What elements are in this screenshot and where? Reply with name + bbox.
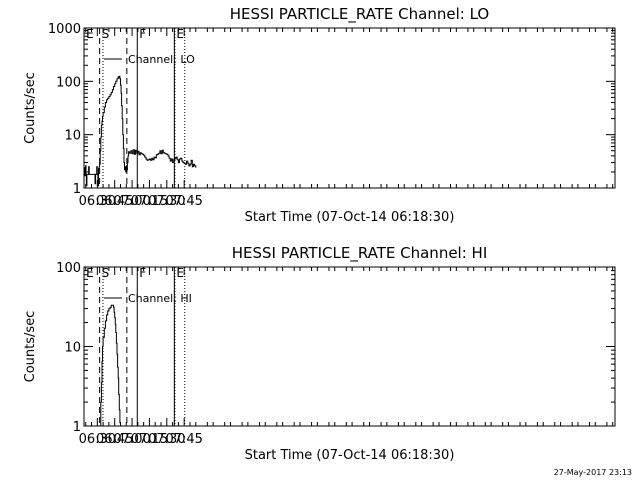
- p1-title: HESSI PARTICLE_RATE Channel: LO: [230, 5, 489, 24]
- p1-x-tick-label: 07:30: [148, 194, 185, 209]
- p1-y-axis-label: Counts/sec: [23, 72, 38, 144]
- p1-y-tick-label: 1: [73, 182, 81, 197]
- p2-x-tick-label: 06:45: [96, 432, 133, 447]
- p1-x-tick-label: 07:45: [165, 194, 202, 209]
- p1-marker-f: F: [139, 27, 146, 41]
- p2-y-tick-label: 100: [56, 261, 81, 276]
- p2-legend-label: Channel: HI: [128, 292, 192, 305]
- p2-x-tick-label: 07:15: [131, 432, 168, 447]
- p2-marker-e: E: [86, 266, 94, 280]
- p2-marker-f: F: [139, 266, 146, 280]
- footer-timestamp: 27-May-2017 23:13: [553, 468, 632, 477]
- p1-legend-label: Channel: LO: [128, 53, 195, 66]
- p2-y-tick-label: 1: [73, 420, 81, 435]
- p1-marker-e: E: [176, 27, 184, 41]
- p1-x-tick-label: 06:45: [96, 194, 133, 209]
- p2-x-axis-label: Start Time (07-Oct-14 06:18:30): [245, 448, 455, 463]
- p2-x-tick-label: 07:00: [113, 432, 150, 447]
- p1-y-tick-label: 1000: [48, 22, 81, 37]
- p2-y-axis-label: Counts/sec: [23, 311, 38, 383]
- p1-marker-e: E: [86, 27, 94, 41]
- p1-y-tick-label: 100: [56, 75, 81, 90]
- p2-series-line-1: [100, 304, 121, 426]
- p2-x-tick-label: 07:45: [165, 432, 202, 447]
- p1-series-line-1: [84, 75, 197, 187]
- p2-title: HESSI PARTICLE_RATE Channel: HI: [232, 244, 488, 263]
- p2-plot-frame: [83, 266, 616, 427]
- p1-x-tick-label: 07:15: [131, 194, 168, 209]
- p1-y-tick-label: 10: [64, 129, 81, 144]
- p1-marker-s: S: [102, 27, 110, 41]
- p2-y-tick-label: 10: [64, 341, 81, 356]
- p1-plot-frame: [83, 27, 616, 189]
- p2-x-tick-label: 06:30: [79, 432, 116, 447]
- p2-x-tick-label: 07:30: [148, 432, 185, 447]
- p1-x-axis-label: Start Time (07-Oct-14 06:18:30): [245, 210, 455, 225]
- p2-marker-s: S: [102, 266, 110, 280]
- p1-x-tick-label: 07:00: [113, 194, 150, 209]
- p1-x-tick-label: 06:30: [79, 194, 116, 209]
- p2-marker-e: E: [176, 266, 184, 280]
